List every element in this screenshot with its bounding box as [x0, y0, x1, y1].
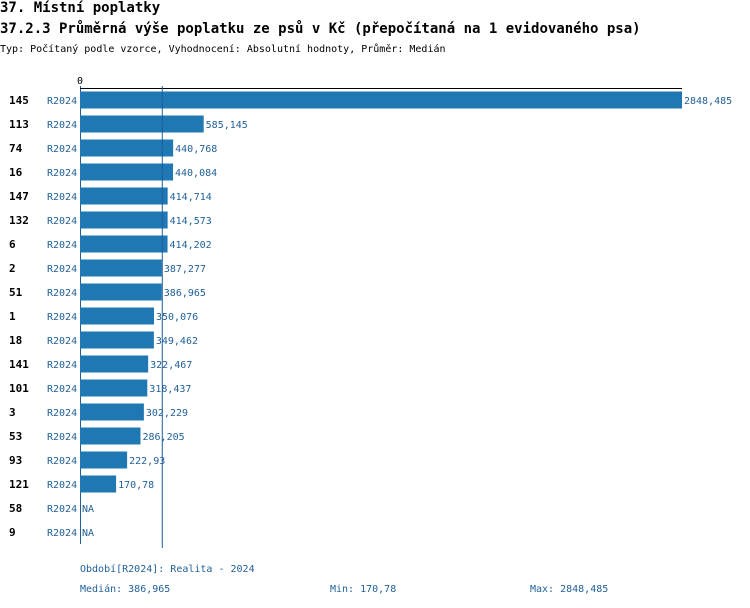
period-label: R2024 [47, 168, 77, 179]
category-label: 51 [9, 286, 23, 299]
chart-subtitle: Typ: Počítaný podle vzorce, Vyhodnocení:… [0, 44, 446, 55]
value-label: 387,277 [164, 264, 206, 275]
value-label: 222,93 [129, 456, 165, 467]
value-label: NA [82, 504, 94, 515]
bar [80, 307, 154, 325]
category-label: 145 [9, 94, 29, 107]
bar [80, 187, 168, 205]
value-label: 318,437 [149, 384, 191, 395]
period-legend: Období[R2024]: Realita - 2024 [80, 564, 255, 575]
value-label: NA [82, 528, 94, 539]
category-label: 132 [9, 214, 29, 227]
bar [80, 475, 117, 493]
bar [80, 259, 162, 277]
period-label: R2024 [47, 144, 77, 155]
median-summary: Medián: 386,965 [80, 584, 171, 595]
x-tick-label: 0 [77, 76, 83, 87]
period-label: R2024 [47, 456, 77, 467]
period-label: R2024 [47, 408, 77, 419]
period-label: R2024 [47, 120, 77, 131]
period-label: R2024 [47, 264, 77, 275]
period-label: R2024 [47, 432, 77, 443]
category-label: 2 [9, 262, 16, 275]
bar [80, 211, 168, 229]
period-label: R2024 [47, 216, 77, 227]
period-label: R2024 [47, 528, 77, 539]
category-label: 93 [9, 454, 22, 467]
value-label: 302,229 [146, 408, 188, 419]
value-label: 386,965 [164, 288, 206, 299]
bar [80, 283, 162, 301]
period-label: R2024 [47, 504, 77, 515]
period-label: R2024 [47, 480, 77, 491]
category-label: 18 [9, 334, 22, 347]
period-label: R2024 [47, 240, 77, 251]
value-label: 440,084 [175, 168, 217, 179]
min-summary: Min: 170,78 [330, 584, 397, 595]
category-label: 9 [9, 526, 16, 539]
category-label: 101 [9, 382, 29, 395]
bar [80, 379, 148, 397]
bar [80, 91, 682, 109]
period-label: R2024 [47, 288, 77, 299]
bar [80, 235, 168, 253]
bar [80, 139, 174, 157]
category-label: 1 [9, 310, 16, 323]
bar [80, 331, 154, 349]
category-label: 58 [9, 502, 22, 515]
bar [80, 427, 141, 445]
period-label: R2024 [47, 312, 77, 323]
value-label: 440,768 [175, 144, 217, 155]
bar [80, 163, 174, 181]
category-label: 6 [9, 238, 16, 251]
value-label: 350,076 [156, 312, 198, 323]
max-summary: Max: 2848,485 [530, 584, 609, 595]
value-label: 170,78 [118, 480, 154, 491]
category-label: 113 [9, 118, 29, 131]
chart-title: 37.2.3 Průměrná výše poplatku ze psů v K… [0, 21, 641, 37]
bar [80, 355, 149, 373]
category-label: 141 [9, 358, 29, 371]
bar [80, 115, 204, 133]
category-label: 53 [9, 430, 22, 443]
value-label: 585,145 [206, 120, 248, 131]
period-label: R2024 [47, 336, 77, 347]
value-label: 414,714 [170, 192, 212, 203]
category-label: 74 [9, 142, 23, 155]
value-label: 414,573 [170, 216, 212, 227]
category-label: 147 [9, 190, 29, 203]
value-label: 414,202 [170, 240, 212, 251]
value-label: 322,467 [150, 360, 192, 371]
period-label: R2024 [47, 384, 77, 395]
period-label: R2024 [47, 192, 77, 203]
section-title: 37. Místní poplatky [0, 0, 161, 16]
value-label: 349,462 [156, 336, 198, 347]
value-label: 286,205 [142, 432, 184, 443]
period-label: R2024 [47, 360, 77, 371]
category-label: 121 [9, 478, 29, 491]
category-label: 3 [9, 406, 16, 419]
category-label: 16 [9, 166, 23, 179]
bar [80, 451, 128, 469]
value-label: 2848,485 [684, 96, 732, 107]
period-label: R2024 [47, 96, 77, 107]
bar [80, 403, 144, 421]
